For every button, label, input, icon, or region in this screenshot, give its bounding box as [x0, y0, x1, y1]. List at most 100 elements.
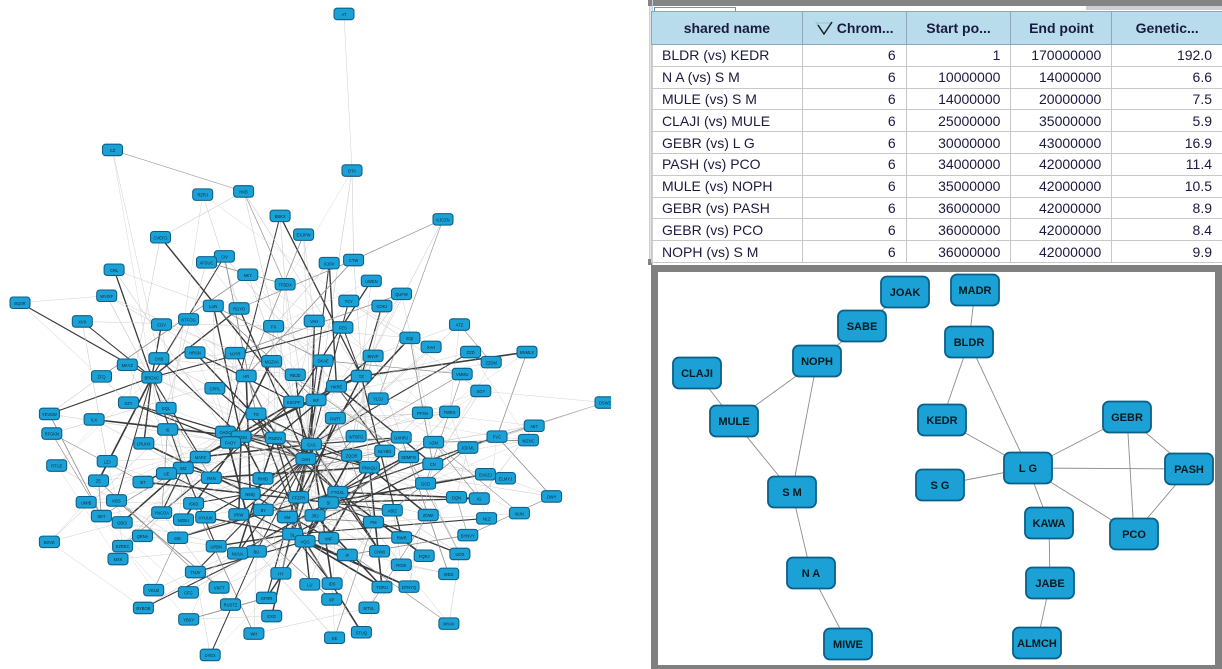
svg-text:VMMU: VMMU	[456, 372, 469, 377]
svg-text:YLSJ: YLSJ	[373, 397, 383, 402]
svg-text:ELMYJ: ELMYJ	[499, 476, 512, 481]
svg-text:MTVL: MTVL	[364, 606, 376, 611]
svg-text:STUQ: STUQ	[356, 630, 367, 635]
svg-text:MADR: MADR	[959, 285, 992, 297]
svg-text:XAH: XAH	[427, 345, 435, 350]
svg-text:FES: FES	[339, 326, 347, 331]
svg-text:HY: HY	[278, 572, 284, 577]
svg-text:KAWA: KAWA	[1033, 518, 1066, 530]
svg-text:RWR: RWR	[397, 536, 407, 541]
svg-text:BNMLX: BNMLX	[520, 350, 534, 355]
svg-text:JOAK: JOAK	[890, 287, 921, 299]
svg-text:QUFW: QUFW	[395, 292, 408, 297]
svg-text:UXHRJ: UXHRJ	[394, 436, 408, 441]
svg-text:SABE: SABE	[847, 321, 878, 333]
svg-text:IS: IS	[166, 428, 170, 433]
svg-text:QRNA: QRNA	[137, 534, 149, 539]
svg-text:IDS: IDS	[329, 582, 336, 587]
svg-text:CN: CN	[430, 462, 436, 467]
svg-text:HKB: HKB	[239, 190, 248, 195]
svg-text:IKF: IKF	[313, 398, 320, 403]
svg-text:CVEFG: CVEFG	[153, 235, 167, 240]
svg-text:BLDR: BLDR	[954, 337, 985, 349]
svg-text:IG: IG	[477, 497, 481, 502]
svg-text:CNWI: CNWI	[374, 549, 385, 554]
svg-text:TCY: TCY	[345, 299, 353, 304]
svg-text:EXJPW: EXJPW	[297, 233, 311, 238]
svg-text:LRUHX: LRUHX	[137, 441, 151, 446]
svg-text:L G: L G	[1019, 463, 1037, 475]
svg-text:NMQ: NMQ	[245, 492, 255, 497]
svg-text:ISKD: ISKD	[189, 502, 199, 507]
svg-text:CAS: CAS	[307, 442, 316, 447]
svg-text:RFGKN: RFGKN	[45, 432, 59, 437]
svg-text:WVIXF: WVIXF	[100, 294, 113, 299]
svg-text:MIWE: MIWE	[833, 639, 863, 651]
svg-text:WED: WED	[444, 572, 454, 577]
svg-text:BT: BT	[140, 480, 146, 485]
svg-text:DQN: DQN	[452, 495, 461, 500]
svg-text:RGYO: RGYO	[233, 307, 245, 312]
svg-text:PSZOV: PSZOV	[268, 436, 282, 441]
svg-text:NLYBG: NLYBG	[378, 449, 392, 454]
svg-text:WZ: WZ	[180, 466, 187, 471]
svg-text:VQG: VQG	[301, 539, 310, 544]
svg-text:NTFOG: NTFOG	[181, 317, 195, 322]
svg-text:IRIW: IRIW	[234, 513, 243, 518]
svg-text:KJCZN: KJCZN	[436, 217, 449, 222]
svg-text:COKJ: COKJ	[376, 304, 387, 309]
svg-text:UWEN: UWEN	[365, 279, 378, 284]
svg-text:BXVE: BXVE	[44, 540, 55, 545]
svg-text:KEDR: KEDR	[926, 415, 957, 427]
svg-text:CIV: CIV	[221, 255, 228, 260]
svg-text:RZRJ: RZRJ	[197, 193, 207, 198]
svg-text:PNAQU: PNAQU	[362, 465, 377, 470]
svg-text:MG: MG	[174, 536, 181, 541]
svg-text:PASH: PASH	[1174, 464, 1204, 476]
svg-text:UMIB: UMIB	[81, 500, 92, 505]
svg-text:ZE: ZE	[96, 479, 102, 484]
svg-text:NJYR: NJYR	[230, 351, 241, 356]
svg-text:TNJV: TNJV	[190, 570, 201, 575]
svg-text:GFRR: GFRR	[261, 596, 273, 601]
svg-text:LZJ: LZJ	[104, 459, 111, 464]
svg-text:FX: FX	[271, 324, 277, 329]
svg-text:ZZD: ZZD	[467, 350, 475, 355]
svg-text:CFG: CFG	[184, 590, 193, 595]
svg-text:SDMFO: SDMFO	[401, 455, 416, 460]
svg-text:AET: AET	[530, 424, 538, 429]
svg-text:IF: IF	[345, 553, 349, 558]
svg-text:DKAE: DKAE	[318, 359, 329, 364]
svg-text:SZY: SZY	[125, 401, 133, 406]
svg-text:TZ: TZ	[359, 374, 365, 379]
svg-text:KM: KM	[284, 515, 291, 520]
svg-text:BNVP: BNVP	[368, 354, 379, 359]
svg-text:EE: EE	[332, 636, 338, 641]
svg-text:BYBOB: BYBOB	[136, 606, 150, 611]
svg-text:OWY: OWY	[547, 495, 557, 500]
svg-text:NLZ: NLZ	[483, 516, 491, 521]
svg-text:XVX: XVX	[78, 320, 86, 325]
svg-text:JRJ: JRJ	[311, 513, 318, 518]
svg-text:SI: SI	[326, 501, 330, 506]
svg-text:HRSN: HRSN	[189, 351, 201, 356]
svg-text:JABE: JABE	[1035, 578, 1064, 590]
svg-text:S M: S M	[782, 487, 802, 499]
svg-text:DSWZ: DSWZ	[599, 401, 611, 406]
svg-text:VAH: VAH	[310, 319, 318, 324]
svg-text:SZREC: SZREC	[116, 544, 130, 549]
svg-text:ZOWI: ZOWI	[423, 513, 434, 518]
svg-text:AFSUC: AFSUC	[200, 260, 214, 265]
svg-text:RHID: RHID	[258, 477, 268, 482]
svg-text:WJN: WJN	[515, 511, 524, 516]
svg-text:N A: N A	[802, 568, 821, 580]
svg-text:YEVDW: YEVDW	[42, 412, 57, 417]
svg-text:SET: SET	[97, 514, 105, 519]
svg-text:BBKX: BBKX	[275, 214, 286, 219]
svg-text:PART: PART	[330, 416, 341, 421]
svg-text:KBS: KBS	[112, 499, 120, 504]
svg-text:ZZDM: ZZDM	[486, 360, 498, 365]
svg-text:BYNVY: BYNVY	[461, 533, 475, 538]
svg-text:JOFML: JOFML	[461, 446, 475, 451]
svg-text:RBJD: RBJD	[290, 373, 301, 378]
